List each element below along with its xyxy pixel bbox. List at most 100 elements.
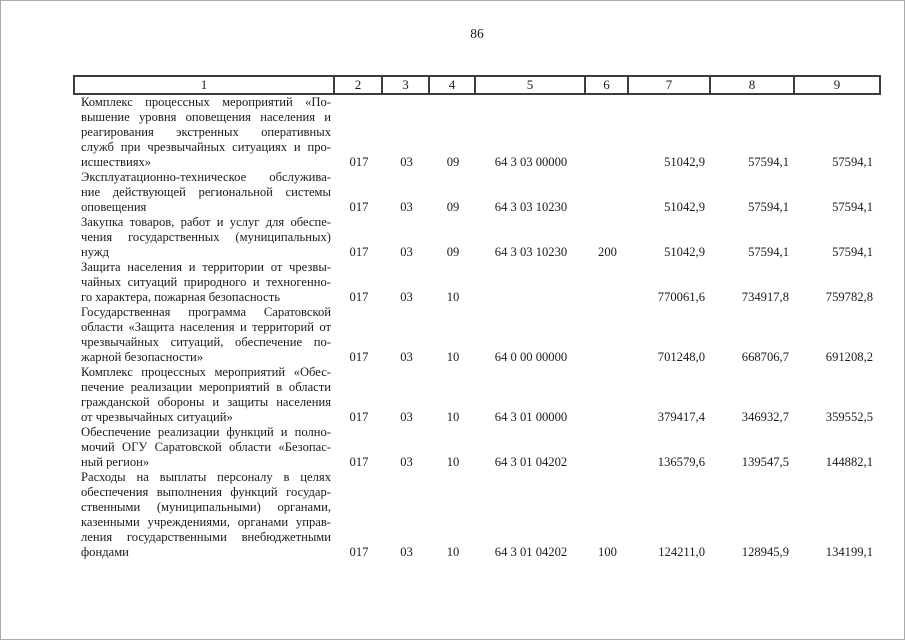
row-title-line: чения государственных (муниципальных)	[81, 230, 331, 244]
column-header-4: 4	[430, 77, 476, 93]
cell-code-grbs: 017	[349, 410, 369, 424]
row-title-cell: Расходы на выплаты персоналу в целях обес…	[75, 470, 335, 560]
cell-amount-col7: 701248,0	[657, 350, 705, 364]
row-title-line: нужд	[81, 245, 109, 259]
cell-amount-col7: 379417,4	[657, 410, 705, 424]
cell-amount-col7: 136579,6	[657, 455, 705, 469]
cell-code-expense-type	[586, 425, 629, 470]
row-title-line: обеспечения выполнения функций государ-	[81, 485, 331, 499]
row-title-line: от чрезвычайных ситуаций»	[81, 410, 233, 424]
cell-code-grbs: 017	[349, 245, 369, 259]
column-header-1: 1	[75, 77, 335, 93]
row-title-line: оповещения	[81, 200, 147, 214]
row-title-line: ления государственными внебюджетными	[81, 530, 331, 544]
row-title-line: Защита населения и территории от чрезвы-	[81, 260, 331, 274]
cell-code-podrazdel: 10	[446, 455, 460, 469]
row-title-line: служб при чрезвычайных ситуациях и про-	[81, 140, 331, 154]
cell-amount-col7: 124211,0	[658, 545, 705, 559]
table-row: Закупка товаров, работ и услуг для обесп…	[75, 215, 879, 260]
row-title-cell: Защита населения и территории от чрезвы-…	[75, 260, 335, 305]
cell-code-podrazdel: 09	[446, 200, 460, 214]
cell-amount-col9: 57594,1	[832, 245, 873, 259]
row-title-line: вышение уровня оповещения населения и	[81, 110, 331, 124]
row-title-line: го характера, пожарная безопасность	[81, 290, 281, 304]
cell-amount-col7: 51042,9	[664, 245, 705, 259]
row-title-line: Комплекс процессных мероприятий «Обес-	[81, 365, 331, 379]
cell-code-razdel: 03	[400, 200, 413, 214]
table-row: Эксплуатационно-техническое обслужива-ни…	[75, 170, 879, 215]
cell-amount-col7: 770061,6	[657, 290, 705, 304]
column-header-5: 5	[476, 77, 586, 93]
cell-code-razdel: 03	[400, 455, 413, 469]
cell-code-expense-type	[586, 305, 629, 365]
cell-amount-col9: 691208,2	[825, 350, 873, 364]
table-row: Государственная программа Саратовской обл…	[75, 305, 879, 365]
cell-code-razdel: 03	[400, 290, 413, 304]
row-title-cell: Обеспечение реализации функций и полно-м…	[75, 425, 335, 470]
cell-code-podrazdel: 10	[446, 545, 460, 559]
cell-code-expense-type: 200	[598, 245, 617, 259]
row-title-line: Обеспечение реализации функций и полно-	[81, 425, 331, 439]
row-title-line: ние действующей региональной системы	[81, 185, 331, 199]
cell-amount-col9: 57594,1	[832, 155, 873, 169]
cell-code-target-article: 64 0 00 00000	[494, 350, 568, 364]
row-title-line: ственными (муниципальными) органами,	[81, 500, 331, 514]
row-title-line: Закупка товаров, работ и услуг для обесп…	[81, 215, 331, 229]
cell-amount-col8: 57594,1	[748, 155, 789, 169]
cell-code-grbs: 017	[349, 200, 369, 214]
budget-table-body: Комплекс процессных мероприятий «По-выше…	[75, 95, 879, 560]
row-title-cell: Эксплуатационно-техническое обслужива-ни…	[75, 170, 335, 215]
row-title-line: чайных ситуаций природного и техногенно-	[81, 275, 331, 289]
cell-amount-col9: 134199,1	[825, 545, 873, 559]
cell-code-expense-type: 100	[598, 545, 617, 559]
cell-code-razdel: 03	[400, 410, 413, 424]
cell-amount-col9: 144882,1	[825, 455, 873, 469]
table-row: Обеспечение реализации функций и полно-м…	[75, 425, 879, 470]
cell-code-target-article: 64 3 03 10230	[494, 200, 568, 214]
row-title-line: области «Защита населения и территорий о…	[81, 320, 331, 334]
column-header-7: 7	[629, 77, 711, 93]
cell-code-target-article: 64 3 01 04202	[494, 455, 568, 469]
cell-code-razdel: 03	[400, 545, 413, 559]
cell-code-grbs: 017	[349, 155, 369, 169]
cell-code-target-article	[476, 260, 586, 305]
cell-code-expense-type	[586, 95, 629, 170]
row-title-line: жарной безопасности»	[81, 350, 204, 364]
column-header-8: 8	[711, 77, 795, 93]
cell-code-target-article: 64 3 03 00000	[494, 155, 568, 169]
row-title-line: ный регион»	[81, 455, 150, 469]
cell-code-razdel: 03	[400, 155, 413, 169]
cell-amount-col8: 128945,9	[741, 545, 789, 559]
cell-amount-col9: 359552,5	[825, 410, 873, 424]
cell-amount-col9: 57594,1	[832, 200, 873, 214]
column-header-9: 9	[833, 77, 841, 92]
row-title-line: Расходы на выплаты персоналу в целях	[81, 470, 331, 484]
row-title-line: Комплекс процессных мероприятий «По-	[81, 95, 331, 109]
row-title-cell: Комплекс процессных мероприятий «Обес-пе…	[75, 365, 335, 425]
table-row: Защита населения и территории от чрезвы-…	[75, 260, 879, 305]
row-title-line: гражданской обороны и защиты населения	[81, 395, 331, 409]
cell-amount-col7: 51042,9	[664, 155, 705, 169]
column-header-2: 2	[335, 77, 383, 93]
table-row: Комплекс процессных мероприятий «По-выше…	[75, 95, 879, 170]
cell-code-grbs: 017	[349, 290, 369, 304]
cell-code-razdel: 03	[400, 350, 413, 364]
cell-code-target-article: 64 3 03 10230	[494, 245, 568, 259]
table-row: Расходы на выплаты персоналу в целях обес…	[75, 470, 879, 560]
cell-code-razdel: 03	[400, 245, 413, 259]
cell-code-grbs: 017	[349, 455, 369, 469]
cell-code-podrazdel: 10	[446, 410, 460, 424]
cell-code-podrazdel: 10	[446, 350, 460, 364]
cell-amount-col8: 139547,5	[741, 455, 789, 469]
cell-amount-col8: 346932,7	[741, 410, 789, 424]
cell-amount-col8: 57594,1	[748, 245, 789, 259]
cell-code-podrazdel: 10	[446, 290, 460, 304]
cell-code-expense-type	[586, 170, 629, 215]
cell-code-grbs: 017	[349, 545, 369, 559]
cell-amount-col8: 734917,8	[741, 290, 789, 304]
column-header-3: 3	[383, 77, 430, 93]
page-number: 86	[470, 26, 484, 41]
cell-amount-col7: 51042,9	[664, 200, 705, 214]
row-title-line: реагирования экстренных оперативных	[81, 125, 331, 139]
